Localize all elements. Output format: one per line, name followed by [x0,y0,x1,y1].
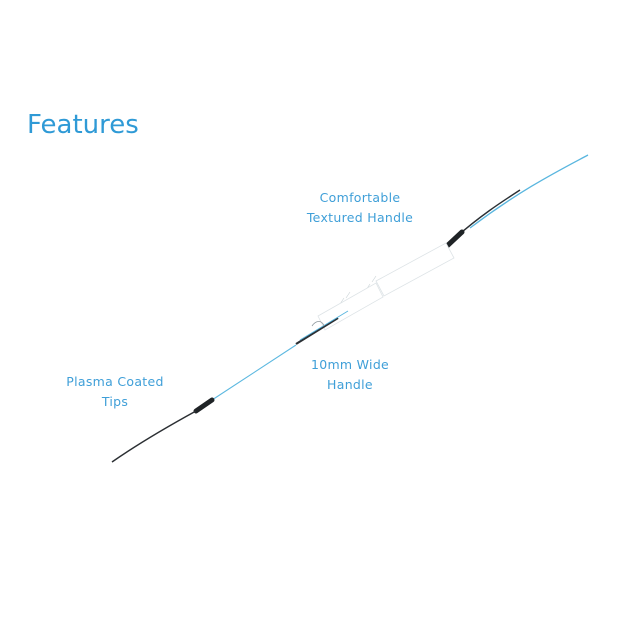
page-title: Features [27,110,139,140]
callout-textured-handle: Comfortable Textured Handle [290,188,430,228]
callout-wide-handle-line1: 10mm Wide [310,357,390,372]
callout-wide-handle: 10mm Wide Handle [280,355,420,395]
upper-coated-segment [444,229,465,249]
lower-tip [111,410,197,463]
lower-shaft [211,344,297,401]
handle-body [317,282,384,331]
callout-textured-handle-line2: Textured Handle [306,210,414,225]
callout-textured-handle-line1: Comfortable [319,190,401,205]
center-hinge [311,321,325,327]
lower-coated-segment [193,397,215,414]
callout-plasma-tips: Plasma Coated Tips [50,372,180,412]
upper-tip-dark [454,189,521,239]
callout-plasma-tips-line1: Plasma Coated [66,374,164,389]
center-shaft [295,317,339,345]
callout-wide-handle-line2: Handle [327,377,373,392]
callout-plasma-tips-line2: Tips [101,394,129,409]
upper-tip [469,154,589,229]
textured-handle [375,242,455,297]
